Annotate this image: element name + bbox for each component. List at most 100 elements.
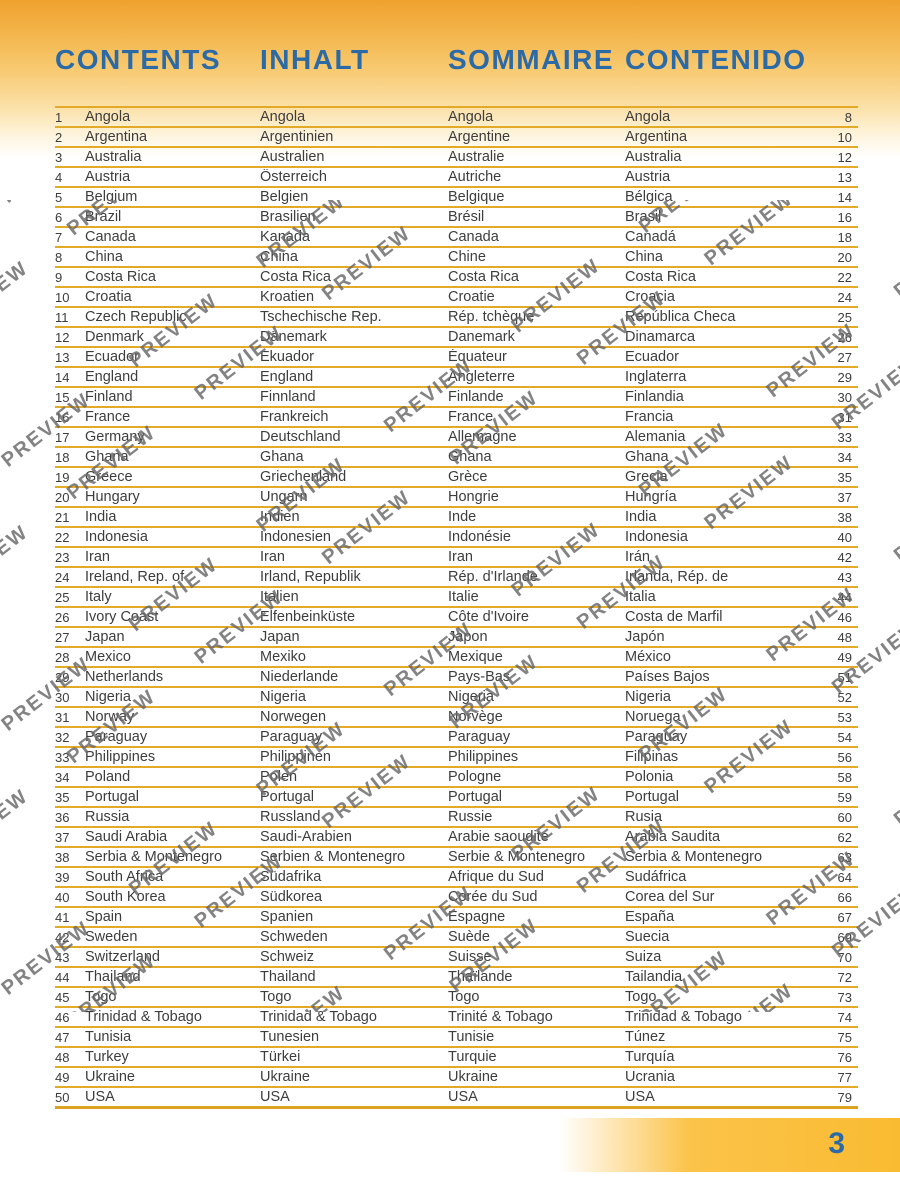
row-number: 29	[55, 670, 70, 685]
country-french: Mexique	[448, 649, 503, 665]
table-row: 20 Hungary Ungarn Hongrie Hungría 37	[55, 486, 858, 506]
country-french: Suède	[448, 929, 490, 945]
row-page-number: 10	[837, 130, 852, 145]
country-english: Ghana	[85, 449, 129, 465]
table-row: 31 Norway Norwegen Norvège Noruega 53	[55, 706, 858, 726]
country-french: Costa Rica	[448, 269, 519, 285]
row-page-number: 31	[837, 410, 852, 425]
heading-contenido: CONTENIDO	[625, 44, 807, 75]
country-french: Norvège	[448, 709, 503, 725]
country-german: Schweiz	[260, 949, 314, 965]
toc-table: 1 Angola Angola Angola Angola 8 2 Argent…	[55, 106, 858, 1109]
country-spanish: Irán	[625, 549, 650, 565]
country-german: Philippinen	[260, 749, 331, 765]
row-page-number: 25	[837, 310, 852, 325]
row-number: 23	[55, 550, 70, 565]
country-french: Trinité & Tobago	[448, 1009, 553, 1025]
table-row: 39 South Africa Südafrika Afrique du Sud…	[55, 866, 858, 886]
country-english: Nigeria	[85, 689, 131, 705]
country-german: Norwegen	[260, 709, 327, 725]
country-french: Philippines	[448, 749, 519, 765]
table-row: 4 Austria Österreich Autriche Austria 13	[55, 166, 858, 186]
country-spanish: Costa de Marfil	[625, 609, 723, 625]
table-row: 46 Trinidad & Tobago Trinidad & Tobago T…	[55, 1006, 858, 1026]
country-english: Ireland, Rep. of	[85, 569, 185, 585]
row-number: 19	[55, 470, 70, 485]
country-french: Hongrie	[448, 489, 499, 505]
country-english: Angola	[85, 109, 131, 125]
table-row: 36 Russia Russland Russie Rusia 60	[55, 806, 858, 826]
country-german: Ungarn	[260, 489, 308, 505]
country-german: Australien	[260, 149, 325, 165]
table-row: 5 Belgium Belgien Belgique Bélgica 14	[55, 186, 858, 206]
country-spanish: Costa Rica	[625, 269, 696, 285]
country-german: Serbien & Montenegro	[260, 849, 406, 865]
table-row: 9 Costa Rica Costa Rica Costa Rica Costa…	[55, 266, 858, 286]
country-french: Suisse	[448, 949, 492, 965]
country-german: Elfenbeinküste	[260, 609, 356, 625]
page-number: 3	[828, 1127, 845, 1160]
country-english: Ecuador	[85, 349, 140, 365]
country-english: Switzerland	[85, 949, 160, 965]
country-french: Grèce	[448, 469, 488, 485]
table-row: 40 South Korea Südkorea Corée du Sud Cor…	[55, 886, 858, 906]
country-french: Japon	[448, 629, 488, 645]
country-german: Österreich	[260, 169, 327, 185]
table-row: 37 Saudi Arabia Saudi-Arabien Arabie sao…	[55, 826, 858, 846]
country-spanish: Corea del Sur	[625, 889, 715, 905]
country-spanish: Austria	[625, 169, 671, 185]
country-french: Côte d'Ivoire	[448, 609, 529, 625]
country-spanish: Turquía	[625, 1049, 675, 1065]
country-german: Iran	[260, 549, 285, 565]
country-spanish: Países Bajos	[625, 669, 710, 685]
country-french: Afrique du Sud	[448, 869, 544, 885]
country-french: Équateur	[448, 349, 507, 365]
row-page-number: 35	[837, 470, 852, 485]
country-spanish: Serbia & Montenegro	[625, 849, 763, 865]
country-english: Costa Rica	[85, 269, 156, 285]
country-english: Russia	[85, 809, 130, 825]
country-spanish: Inglaterra	[625, 369, 687, 385]
table-row: 29 Netherlands Niederlande Pays-Bas País…	[55, 666, 858, 686]
country-german: Polen	[260, 769, 298, 785]
country-french: Paraguay	[448, 729, 511, 745]
country-french: Arabie saoudite	[448, 829, 549, 845]
row-page-number: 30	[837, 390, 852, 405]
country-german: Angola	[260, 109, 306, 125]
row-number: 36	[55, 810, 70, 825]
row-page-number: 42	[837, 550, 852, 565]
country-french: Thaïlande	[448, 969, 513, 985]
table-row: 30 Nigeria Nigeria Nigeria Nigeria 52	[55, 686, 858, 706]
country-spanish: Alemania	[625, 429, 686, 445]
row-page-number: 67	[837, 910, 852, 925]
country-english: Indonesia	[85, 529, 148, 545]
country-spanish: Ghana	[625, 449, 669, 465]
country-english: Norway	[85, 709, 135, 725]
row-page-number: 22	[837, 270, 852, 285]
table-row: 11 Czech Republic Tschechische Rep. Rép.…	[55, 306, 858, 326]
row-number: 17	[55, 430, 70, 445]
country-german: Japan	[260, 629, 300, 645]
country-german: Argentinien	[260, 129, 334, 145]
row-number: 2	[55, 130, 63, 145]
row-number: 35	[55, 790, 70, 805]
country-spanish: Finlandia	[625, 389, 684, 405]
row-page-number: 70	[837, 950, 852, 965]
country-spanish: Arabia Saudita	[625, 829, 721, 845]
country-french: Australie	[448, 149, 505, 165]
country-spanish: Ecuador	[625, 349, 680, 365]
table-row: 21 India Indien Inde India 38	[55, 506, 858, 526]
country-french: Russie	[448, 809, 493, 825]
country-french: Argentine	[448, 129, 511, 145]
table-row: 26 Ivory Coast Elfenbeinküste Côte d'Ivo…	[55, 606, 858, 626]
row-page-number: 24	[837, 290, 852, 305]
country-english: Japan	[85, 629, 125, 645]
row-page-number: 18	[837, 230, 852, 245]
country-english: Trinidad & Tobago	[85, 1009, 202, 1025]
country-spanish: Irlanda, Rép. de	[625, 569, 729, 585]
country-english: Brazil	[85, 209, 122, 225]
table-row: 41 Spain Spanien Espagne España 67	[55, 906, 858, 926]
country-spanish: Suiza	[625, 949, 662, 965]
table-row: 6 Brazil Brasilien Brésil Brasil 16	[55, 206, 858, 226]
country-english: Portugal	[85, 789, 140, 805]
